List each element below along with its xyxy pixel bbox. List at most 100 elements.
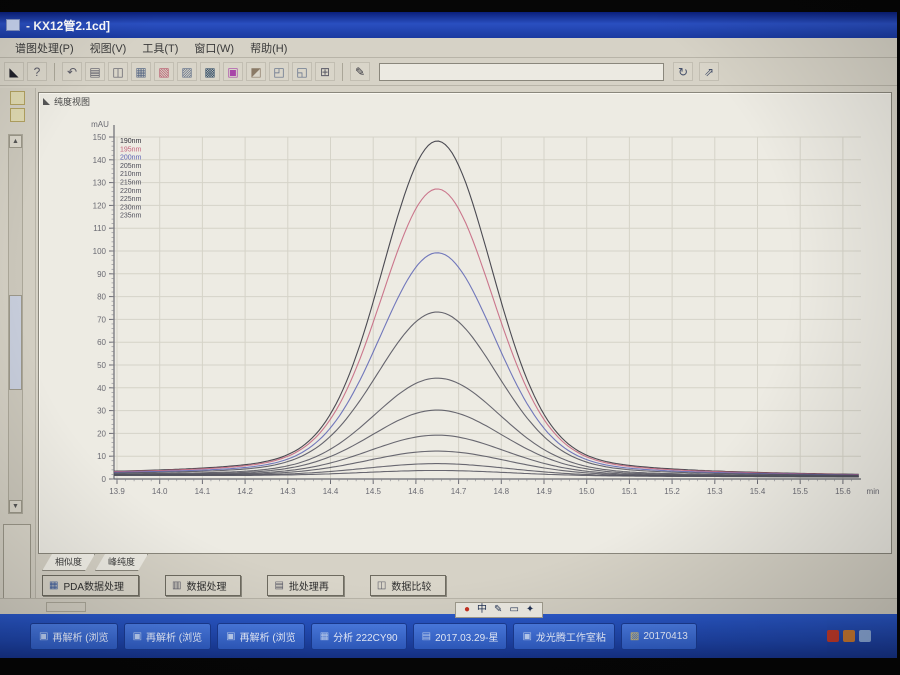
copy-icon-glyph: ◫ [112, 64, 124, 79]
x-tick-label: 13.9 [109, 487, 125, 496]
y-tick-label: 150 [93, 133, 107, 142]
panel-title: 纯度视图 [54, 96, 91, 107]
toolbar-text-input[interactable] [379, 62, 664, 81]
task-analysis-icon: ▦ [319, 630, 330, 642]
data-compare-button-icon: ◫ [376, 579, 387, 591]
chart-tab-1[interactable]: 相似度 [42, 554, 95, 571]
report-icon[interactable]: ▨ [177, 62, 197, 81]
trace-205nm [114, 311, 859, 476]
trace-195nm [113, 188, 859, 476]
calc-icon-glyph: ⊞ [319, 64, 331, 79]
menu-item-view[interactable]: 视图(V) [89, 42, 127, 55]
legend-200nm[interactable]: 200nm [120, 155, 142, 162]
task-workshop[interactable]: ▣ 龙光腾工作室粘 [513, 622, 615, 650]
tray-orange-icon[interactable] [843, 630, 855, 642]
task-date-window[interactable]: ▤ 2017.03.29-星 [412, 622, 508, 650]
pda-data-processing-button-icon: ▦ [49, 579, 59, 591]
report-red-icon-glyph: ▧ [158, 64, 170, 79]
legend-205nm[interactable]: 205nm [120, 163, 142, 170]
image-icon[interactable]: ▩ [200, 62, 220, 81]
vertical-scrollbar[interactable]: ▲ ▼ [8, 134, 23, 514]
method-magenta-icon[interactable]: ▣ [223, 62, 243, 81]
window-cascade-icon[interactable]: ◱ [292, 62, 312, 81]
y-tick-label: 60 [97, 338, 106, 347]
copy-icon[interactable]: ◫ [108, 62, 128, 81]
data-processing-button[interactable]: ▥ 数据处理 [165, 575, 242, 596]
x-tick-label: 15.4 [750, 487, 766, 496]
trace-210nm [114, 377, 859, 477]
ime-keyboard-icon[interactable]: ▭ [509, 604, 519, 615]
task-folder-20170413-icon: ▨ [629, 630, 640, 642]
tray-red-icon[interactable] [827, 630, 839, 642]
legend-195nm[interactable]: 195nm [120, 146, 142, 153]
legend-220nm[interactable]: 220nm [120, 188, 142, 195]
chart-tab-2[interactable]: 峰纯度 [95, 554, 148, 571]
chromatogram-plot[interactable]: 0 10 20 30 40 50 60 70 80 90 100 110 120 130 140 150 13.… [39, 107, 891, 548]
ime-state-icon[interactable]: ● [464, 604, 471, 615]
purity-view-panel: 纯度视图 0 10 20 30 40 50 60 70 80 90 100 110 120 130 140 1… [38, 92, 892, 554]
scrollbar-thumb[interactable] [9, 295, 22, 390]
task-reanalysis-2-icon: ▣ [132, 630, 143, 642]
task-reanalysis-1-label: 再解析 (浏览 [52, 632, 109, 644]
app-icon [6, 19, 20, 31]
menu-item-tools[interactable]: 工具(T) [142, 42, 179, 55]
task-reanalysis-2[interactable]: ▣ 再解析 (浏览 [123, 622, 212, 650]
side-tool-icon-1[interactable] [10, 91, 25, 105]
go-icon[interactable]: ⇗ [699, 62, 719, 81]
trace-235nm [113, 469, 859, 478]
menu-item-process[interactable]: 谱图处理(P) [15, 42, 74, 55]
legend-190nm[interactable]: 190nm [120, 138, 142, 145]
pda-data-processing-button[interactable]: ▦ PDA数据处理 [42, 575, 140, 596]
tray-blue-icon[interactable] [859, 630, 871, 642]
legend-230nm[interactable]: 230nm [120, 204, 142, 211]
chromatogram-icon[interactable]: ◣ [4, 62, 24, 81]
x-tick-label: 14.9 [536, 487, 552, 496]
y-tick-label: 110 [93, 224, 106, 233]
toolbar-icons-right: ↻ ⇗ [673, 62, 719, 81]
ime-pen-icon[interactable]: ✎ [494, 604, 503, 615]
y-tick-label: 100 [93, 247, 107, 256]
undo-icon[interactable]: ↶ [62, 62, 82, 81]
edit-pen-icon-glyph: ✎ [354, 64, 366, 79]
task-analysis-label: 分析 222CY90 [333, 632, 398, 644]
x-tick-label: 14.1 [195, 487, 211, 496]
menu-item-help[interactable]: 帮助(H) [250, 42, 288, 55]
task-folder-20170413[interactable]: ▨ 20170413 [620, 622, 697, 650]
edit-pen-icon[interactable]: ✎ [350, 62, 370, 81]
scroll-up-icon[interactable]: ▲ [9, 135, 22, 148]
window-tile-icon-glyph: ◰ [273, 64, 285, 79]
menu-item-window[interactable]: 窗口(W) [194, 42, 235, 55]
task-analysis[interactable]: ▦ 分析 222CY90 [310, 622, 407, 650]
window-title: - KX12管2.1cd] [26, 18, 111, 33]
legend-210nm[interactable]: 210nm [120, 171, 142, 178]
scroll-down-icon[interactable]: ▼ [9, 500, 22, 513]
task-reanalysis-1[interactable]: ▣ 再解析 (浏览 [30, 622, 118, 650]
undo-icon-glyph: ↶ [66, 64, 78, 79]
batch-reprocess-button[interactable]: ▤ 批处理再 [267, 575, 344, 596]
legend-235nm[interactable]: 235nm [120, 213, 142, 220]
x-tick-label: 15.3 [707, 487, 723, 496]
x-tick-label: 14.6 [408, 487, 424, 496]
y-tick-label: 10 [97, 452, 106, 461]
chromatogram-icon-glyph: ◣ [9, 64, 19, 79]
save-icon[interactable]: ◩ [246, 62, 266, 81]
refresh-icon[interactable]: ↻ [673, 62, 693, 81]
toolbar: ◣? ↶ ▤ ◫ ▦ ▧ ▨ ▩ ▣ ◩ ◰ ◱ ⊞ ✎ ↻ ⇗ [0, 58, 897, 86]
ime-chinese-icon[interactable]: 中 [477, 604, 488, 615]
data-view-icon[interactable]: ▦ [131, 62, 151, 81]
side-tool-icon-2[interactable] [10, 108, 25, 122]
task-reanalysis-3-label: 再解析 (浏览 [239, 632, 296, 644]
legend-225nm[interactable]: 225nm [120, 196, 142, 203]
x-tick-label: 15.6 [835, 487, 851, 496]
data-compare-button[interactable]: ◫ 数据比较 [369, 575, 447, 596]
side-mini-panel [3, 524, 31, 604]
calc-icon[interactable]: ⊞ [315, 62, 335, 81]
ime-tools-icon[interactable]: ✦ [525, 604, 535, 615]
pda-data-processing-button-label: PDA数据处理 [63, 581, 125, 593]
legend-215nm[interactable]: 215nm [120, 180, 142, 187]
print-icon[interactable]: ▤ [85, 62, 105, 81]
help-icon[interactable]: ? [27, 62, 47, 81]
report-red-icon[interactable]: ▧ [154, 62, 174, 81]
window-tile-icon[interactable]: ◰ [269, 62, 289, 81]
task-reanalysis-3[interactable]: ▣ 再解析 (浏览 [217, 622, 305, 650]
